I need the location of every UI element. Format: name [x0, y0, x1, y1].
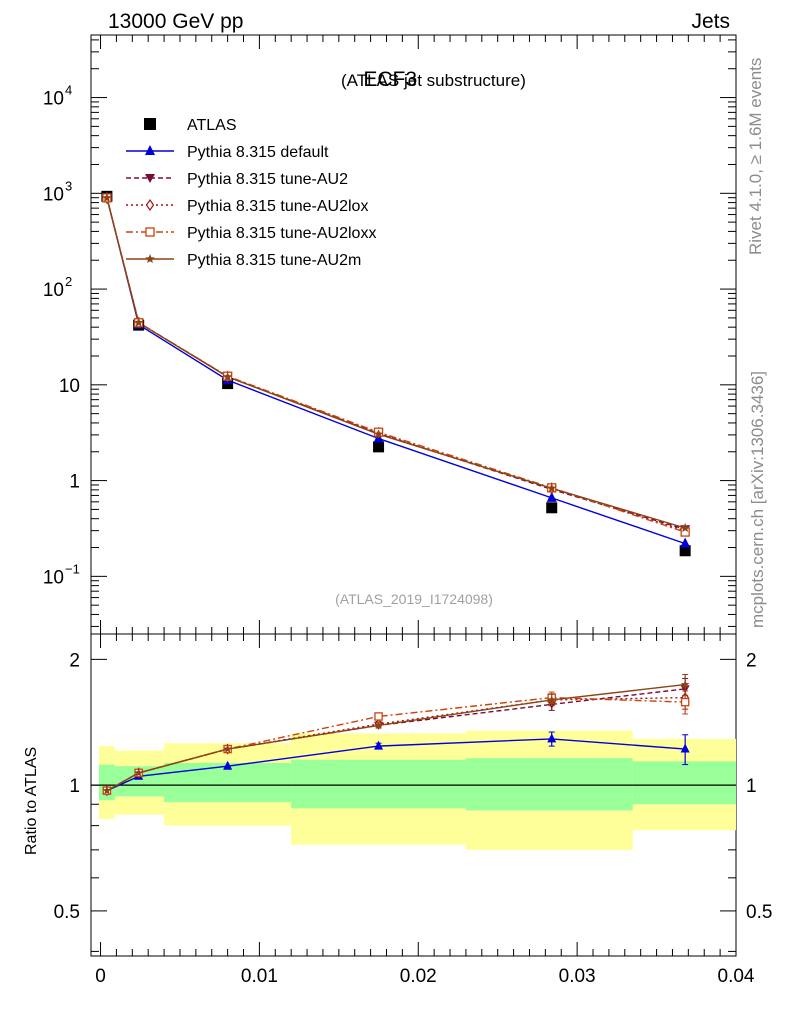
y-tick-exponent: 2 — [65, 274, 72, 289]
x-tick-label: 0.02 — [400, 966, 437, 987]
ratio-panel: 0 0.01 0.02 0.03 0.04 0.5 0.5 1 1 2 2 — [54, 633, 772, 987]
chart-title: ECF3 — [363, 68, 417, 91]
ratio-y-tick-label: 2 — [69, 650, 80, 671]
legend-label: Pythia 8.315 tune-AU2loxx — [187, 225, 376, 242]
data-point — [679, 545, 691, 557]
legend: ATLAS Pythia 8.315 default Pythia 8.315 tu… — [126, 117, 376, 269]
legend-label: Pythia 8.315 tune-AU2 — [187, 171, 348, 188]
series-line — [106, 197, 686, 532]
ratio-series-marker — [374, 740, 384, 750]
ratio-series-marker — [680, 743, 690, 753]
ratio-series-marker — [374, 720, 383, 729]
header-right: Jets — [691, 10, 730, 33]
series-marker — [102, 192, 112, 202]
x-tick-label: 0.01 — [241, 966, 278, 987]
uncertainty-band-inner — [632, 761, 736, 805]
y-tick-label: 10 3 — [43, 178, 72, 205]
series-marker — [547, 483, 557, 493]
y-tick-base: 10 — [43, 567, 64, 588]
legend-marker — [145, 254, 155, 263]
ratio-series-marker — [547, 733, 557, 743]
legend-marker — [144, 118, 156, 130]
legend-entry: Pythia 8.315 default — [126, 144, 329, 161]
legend-entry: Pythia 8.315 tune-AU2loxx — [126, 225, 376, 242]
x-tick-label: 0.04 — [718, 966, 755, 987]
series-line — [106, 197, 686, 530]
legend-marker — [145, 145, 155, 155]
ratio-y-tick-label: 0.5 — [54, 902, 80, 923]
series-line — [106, 197, 686, 529]
legend-entry: ATLAS — [144, 117, 237, 134]
y-tick-base: 10 — [43, 89, 64, 110]
analysis-label: (ATLAS_2019_I1724098) — [335, 591, 493, 607]
legend-label: Pythia 8.315 default — [187, 144, 329, 161]
y-tick-exponent: 3 — [65, 178, 72, 193]
ratio-series-marker — [680, 697, 690, 707]
ratio-series-line — [106, 683, 686, 792]
y-tick-label: 10 4 — [43, 83, 72, 110]
ratio-series-marker — [374, 712, 383, 721]
ratio-series-marker — [680, 680, 690, 689]
y-tick-label: 10 −1 — [43, 561, 80, 588]
uncertainty-band-inner — [465, 758, 633, 811]
series-marker — [133, 317, 144, 327]
ratio-series-marker — [223, 760, 233, 770]
series-line — [106, 197, 686, 545]
ratio-series-marker — [134, 768, 143, 777]
y-tick-base: 1 — [69, 472, 80, 493]
ratio-ylabel: Ratio to ATLAS — [23, 747, 40, 855]
legend-marker — [145, 227, 155, 237]
side-text-bottom: mcplots.cern.ch [arXiv:1306.3436] — [748, 371, 767, 628]
series-marker — [680, 537, 691, 548]
y-tick-label: 1 — [69, 472, 80, 493]
y-tick-label: 10 2 — [43, 274, 72, 301]
series-line — [106, 197, 686, 533]
legend-label: ATLAS — [187, 117, 237, 134]
legend-label: Pythia 8.315 tune-AU2lox — [187, 198, 368, 215]
y-tick-base: 10 — [43, 184, 64, 205]
x-tick-label: 0.03 — [559, 966, 596, 987]
header-left: 13000 GeV pp — [108, 10, 243, 33]
y-tick-exponent: −1 — [65, 561, 80, 576]
data-point — [546, 502, 558, 514]
ratio-y-tick-label: 1 — [69, 776, 80, 797]
ratio-series-line — [106, 738, 686, 792]
ratio-series-marker — [102, 786, 112, 795]
ratio-y-tick-label-right: 2 — [746, 650, 757, 671]
x-tick-label: 0 — [95, 966, 106, 987]
legend-entry: Pythia 8.315 tune-AU2 — [126, 171, 348, 188]
ratio-y-tick-label-right: 1 — [746, 776, 757, 797]
series-marker — [222, 371, 233, 381]
legend-entry: Pythia 8.315 tune-AU2m — [126, 252, 361, 269]
chart-subtitle: (ATLAS jet substructure) — [341, 71, 526, 90]
series-marker — [373, 429, 384, 439]
data-point — [373, 441, 385, 453]
legend-label: Pythia 8.315 tune-AU2m — [187, 252, 361, 269]
y-tick-base: 10 — [43, 280, 64, 301]
legend-entry: Pythia 8.315 tune-AU2lox — [126, 198, 368, 215]
side-text-top: Rivet 4.1.0, ≥ 1.6M events — [746, 58, 765, 255]
legend-marker — [145, 174, 155, 183]
legend-marker — [145, 198, 155, 212]
ratio-y-tick-label-right: 0.5 — [746, 902, 772, 923]
series-marker — [680, 523, 690, 532]
y-tick-label: 10 — [59, 376, 80, 397]
ratio-series-marker — [547, 695, 556, 704]
y-tick-base: 10 — [59, 376, 80, 397]
series-marker — [546, 491, 557, 502]
uncertainty-band-inner — [291, 759, 466, 809]
y-tick-exponent: 4 — [65, 83, 72, 98]
ratio-series-marker — [223, 744, 232, 753]
